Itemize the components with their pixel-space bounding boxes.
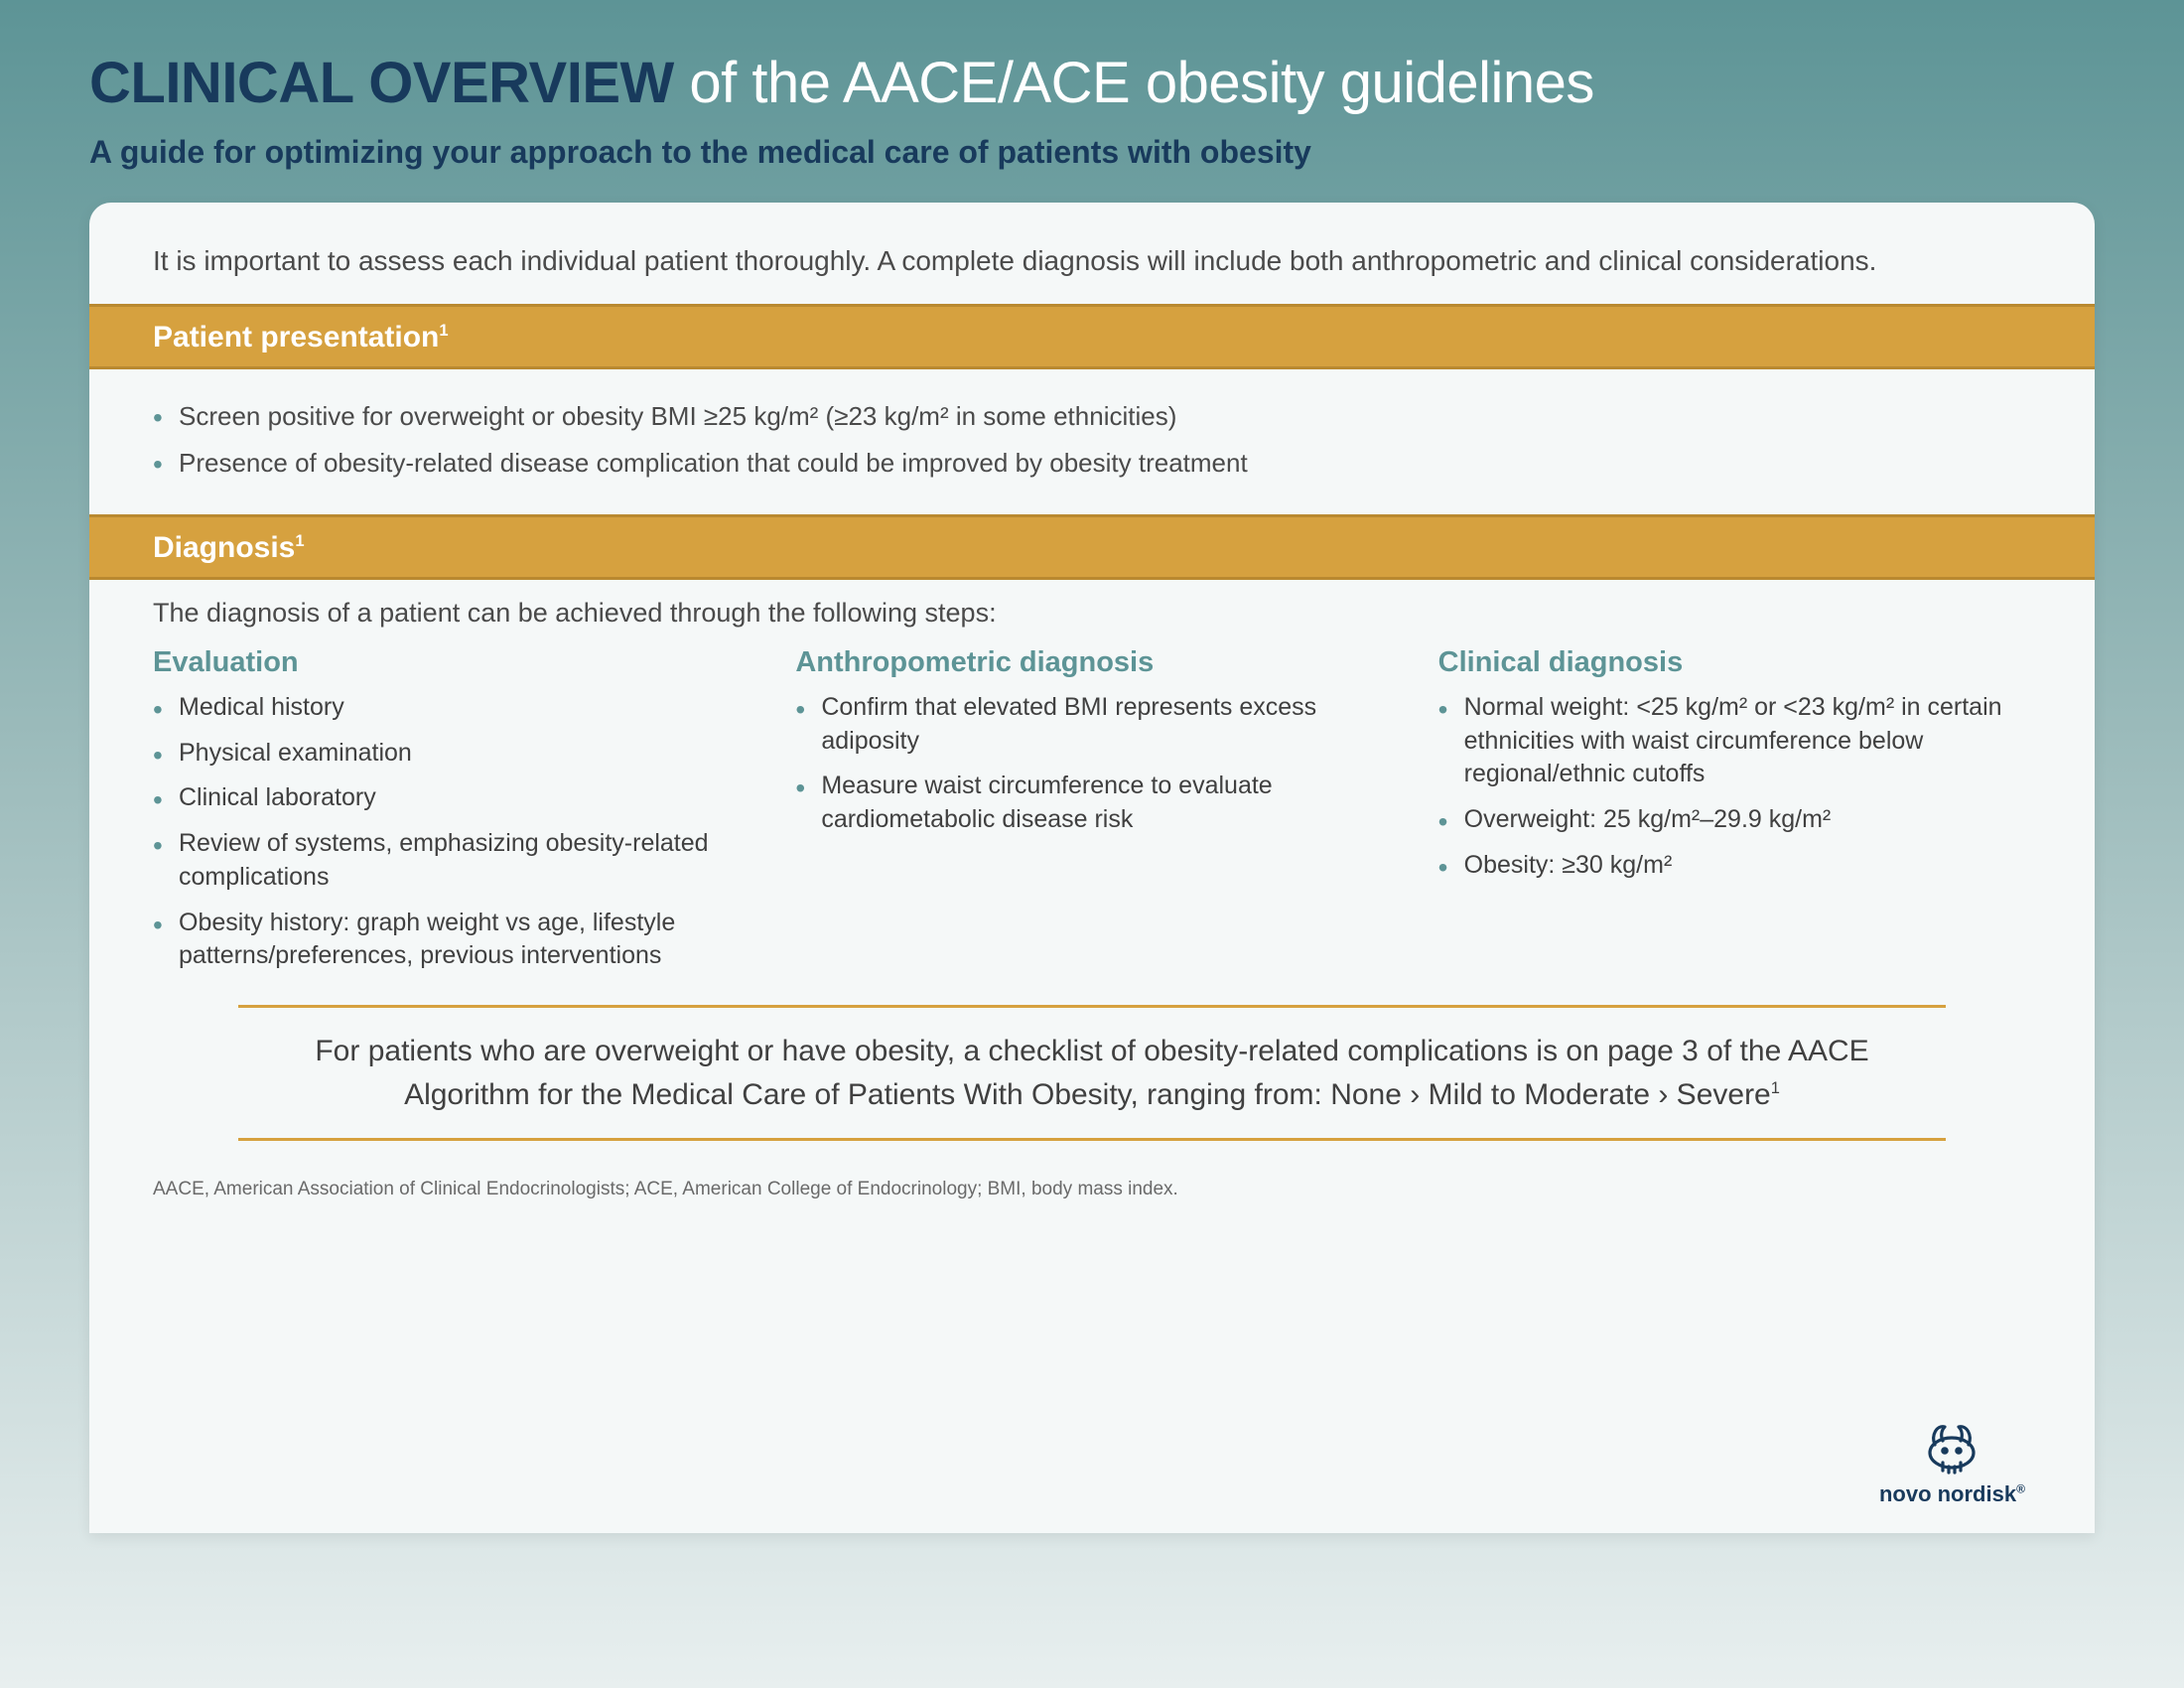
list-item: Obesity: ≥30 kg/m² <box>1438 849 2031 883</box>
col-clinical: Clinical diagnosis Normal weight: <25 kg… <box>1438 646 2031 985</box>
page-title: CLINICAL OVERVIEW of the AACE/ACE obesit… <box>89 50 2095 116</box>
section2-heading: Diagnosis <box>153 531 295 564</box>
section1-ref: 1 <box>439 322 448 340</box>
section1-list: Screen positive for overweight or obesit… <box>153 399 2031 481</box>
list-item: Obesity history: graph weight vs age, li… <box>153 907 746 974</box>
col-anthropometric: Anthropometric diagnosis Confirm that el… <box>795 646 1388 985</box>
title-bold: CLINICAL OVERVIEW <box>89 51 674 115</box>
section1-body: Screen positive for overweight or obesit… <box>89 369 2095 514</box>
diagnosis-columns: Evaluation Medical history Physical exam… <box>89 638 2095 995</box>
list-item: Medical history <box>153 691 746 725</box>
list-item: Presence of obesity-related disease comp… <box>153 446 2031 481</box>
section2-intro: The diagnosis of a patient can be achiev… <box>89 580 2095 638</box>
section-bar-diagnosis: Diagnosis1 <box>89 514 2095 580</box>
list-item: Clinical laboratory <box>153 781 746 815</box>
logo-text: novo nordisk <box>1879 1481 2016 1506</box>
footnote: AACE, American Association of Clinical E… <box>89 1157 2095 1200</box>
col-title: Evaluation <box>153 646 746 679</box>
list-item: Normal weight: <25 kg/m² or <23 kg/m² in… <box>1438 691 2031 791</box>
list-item: Measure waist circumference to evaluate … <box>795 770 1388 837</box>
callout-text: For patients who are overweight or have … <box>315 1035 1868 1111</box>
section1-heading: Patient presentation <box>153 321 439 353</box>
section-bar-patient-presentation: Patient presentation1 <box>89 304 2095 369</box>
col-title: Clinical diagnosis <box>1438 646 2031 679</box>
section2-ref: 1 <box>295 532 304 550</box>
callout-ref: 1 <box>1771 1079 1780 1097</box>
title-rest: of the AACE/ACE obesity guidelines <box>674 51 1594 115</box>
content-card: It is important to assess each individua… <box>89 203 2095 1533</box>
list-item: Physical examination <box>153 737 746 771</box>
list-item: Screen positive for overweight or obesit… <box>153 399 2031 434</box>
intro-text: It is important to assess each individua… <box>89 242 2095 304</box>
bull-icon <box>1913 1413 1990 1477</box>
list-item: Overweight: 25 kg/m²–29.9 kg/m² <box>1438 803 2031 837</box>
callout-box: For patients who are overweight or have … <box>238 1005 1946 1141</box>
novo-nordisk-logo: novo nordisk® <box>1879 1413 2025 1507</box>
col-evaluation: Evaluation Medical history Physical exam… <box>153 646 746 985</box>
col-title: Anthropometric diagnosis <box>795 646 1388 679</box>
list-item: Review of systems, emphasizing obesity-r… <box>153 827 746 895</box>
list-item: Confirm that elevated BMI represents exc… <box>795 691 1388 759</box>
subtitle: A guide for optimizing your approach to … <box>89 134 2095 171</box>
